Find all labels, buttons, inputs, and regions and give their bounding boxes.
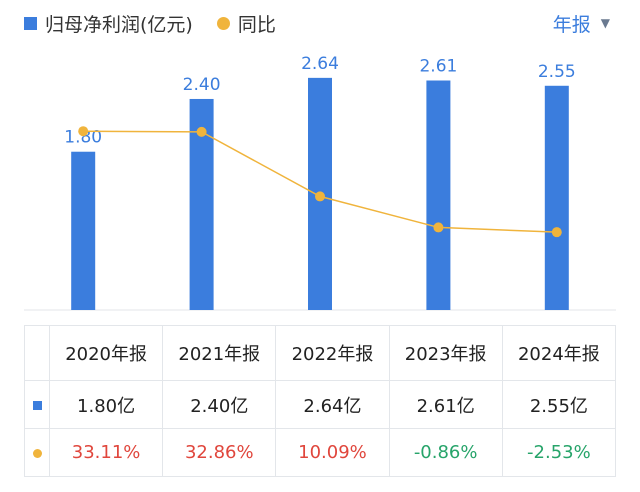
table-header-cell: 2023年报 (388, 325, 503, 381)
profit-bar (544, 85, 569, 310)
line-legend-label: 同比 (237, 13, 276, 36)
yoy-row: 33.11% 32.86% 10.09% -0.86% -2.53% (24, 428, 617, 477)
bar-value-label: 1.80 (64, 128, 102, 148)
profit-cell: 2.64亿 (275, 380, 390, 429)
data-table: 2020年报 2021年报 2022年报 2023年报 2024年报 1.80亿… (24, 325, 617, 477)
bar-key-icon (32, 401, 42, 410)
profit-cell: 2.61亿 (388, 380, 503, 429)
bar-legend-label: 归母净利润(亿元) (45, 13, 193, 36)
profit-bar (71, 151, 96, 310)
bar-value-label: 2.40 (183, 75, 221, 95)
table-header-cell: 2024年报 (501, 325, 617, 381)
bar-value-label: 2.64 (301, 54, 339, 74)
yoy-cell: 32.86% (162, 428, 277, 477)
yoy-cell: -2.53% (501, 428, 617, 477)
table-header-row: 2020年报 2021年报 2022年报 2023年报 2024年报 (24, 325, 617, 381)
line-key-icon (32, 449, 42, 458)
table-header-cell: 2021年报 (162, 325, 277, 381)
table-header-cell: 2020年报 (48, 325, 164, 381)
yoy-cell: 10.09% (275, 428, 390, 477)
table-header-cell: 2022年报 (275, 325, 390, 381)
profit-cell: 2.55亿 (501, 380, 617, 429)
yoy-point (433, 222, 444, 233)
bar-value-label: 2.61 (419, 57, 457, 77)
profit-row: 1.80亿 2.40亿 2.64亿 2.61亿 2.55亿 (24, 380, 617, 429)
profit-bar (426, 80, 451, 310)
yoy-point (196, 126, 207, 137)
profit-chart: 1.80 2.40 2.64 2.61 2.55 (24, 54, 616, 311)
bar-value-label: 2.55 (538, 62, 576, 82)
period-selector[interactable]: 年报 ▼ (553, 10, 610, 36)
period-selector-label: 年报 (552, 13, 591, 36)
table-corner-cell (24, 325, 50, 381)
bar-legend-swatch (24, 16, 37, 30)
yoy-point (78, 126, 89, 137)
chart-legend: 归母净利润(亿元) 同比 (24, 10, 276, 36)
profit-cell: 1.80亿 (48, 380, 164, 429)
profit-row-key (24, 380, 50, 429)
line-legend-swatch (216, 16, 230, 30)
profit-cell: 2.40亿 (162, 380, 277, 429)
yoy-point (551, 227, 562, 238)
yoy-row-key (24, 428, 50, 477)
yoy-cell: 33.11% (48, 428, 164, 477)
yoy-point (315, 191, 325, 202)
yoy-cell: -0.86% (388, 428, 503, 477)
chevron-down-icon: ▼ (600, 16, 610, 30)
